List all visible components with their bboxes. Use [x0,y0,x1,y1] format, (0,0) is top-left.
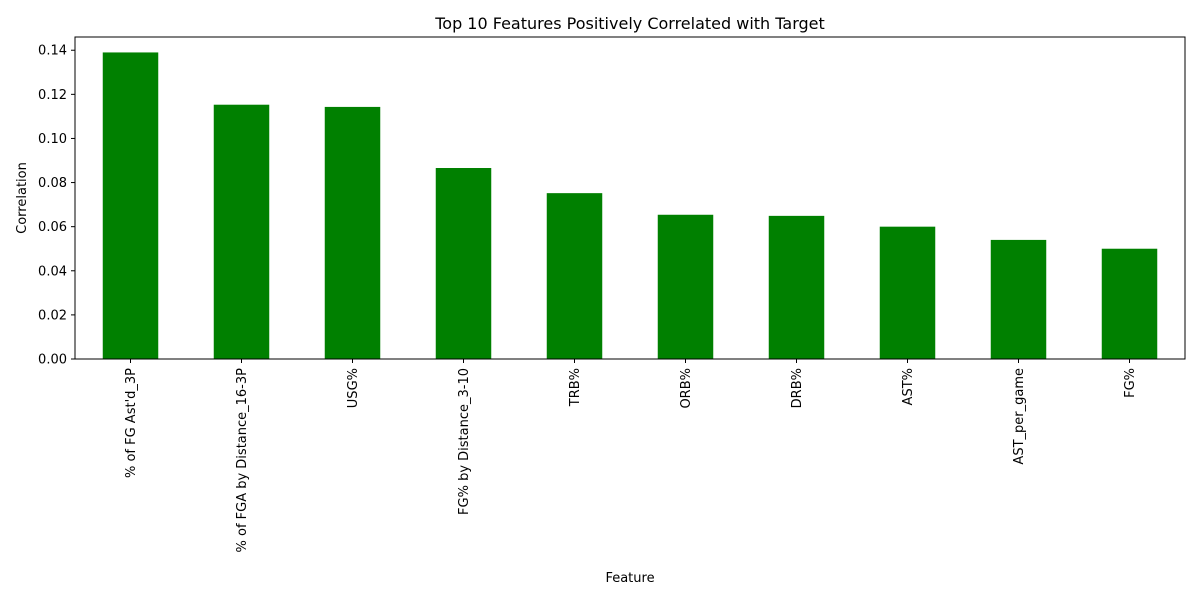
y-tick-label-5: 0.10 [38,132,67,147]
bar-3 [435,168,492,359]
x-tick-label-3: FG% by Distance_3-10 [457,368,472,515]
bar-0 [102,52,159,359]
y-tick-label-4: 0.08 [38,176,67,191]
bar-5 [657,214,714,359]
x-tick-label-0: % of FG Ast'd_3P [124,368,139,478]
x-tick-label-8: AST_per_game [1012,368,1027,465]
x-tick-label-7: AST% [901,368,916,405]
x-axis-label: Feature [605,571,654,586]
y-tick-label-0: 0.00 [38,353,67,368]
y-tick-label-7: 0.14 [38,44,67,59]
bar-1 [213,104,270,359]
y-tick-label-6: 0.12 [38,88,67,103]
y-axis-label: Correlation [15,162,30,234]
y-tick-label-2: 0.04 [38,264,67,279]
x-axis: % of FG Ast'd_3P % of FGA by Distance_16-… [124,359,1138,553]
y-tick-label-1: 0.02 [38,308,67,323]
bar-9 [1101,248,1158,359]
chart-title: Top 10 Features Positively Correlated wi… [434,14,825,33]
bar-8 [990,239,1047,359]
plot-frame [74,36,1186,360]
x-tick-label-4: TRB% [568,368,583,407]
bar-2 [324,106,381,359]
bar-7 [879,226,936,359]
x-tick-label-5: ORB% [679,368,694,409]
bar-4 [546,193,603,359]
y-tick-label-3: 0.06 [38,220,67,235]
bar-6 [768,215,825,359]
bars-group [102,52,1158,359]
x-tick-label-1: % of FGA by Distance_16-3P [235,368,250,553]
y-axis: 0.00 0.02 0.04 0.06 0.08 0.10 0.12 0.14 [38,44,75,368]
x-tick-label-6: DRB% [790,368,805,408]
x-tick-label-2: USG% [346,368,361,408]
x-tick-label-9: FG% [1123,368,1138,398]
